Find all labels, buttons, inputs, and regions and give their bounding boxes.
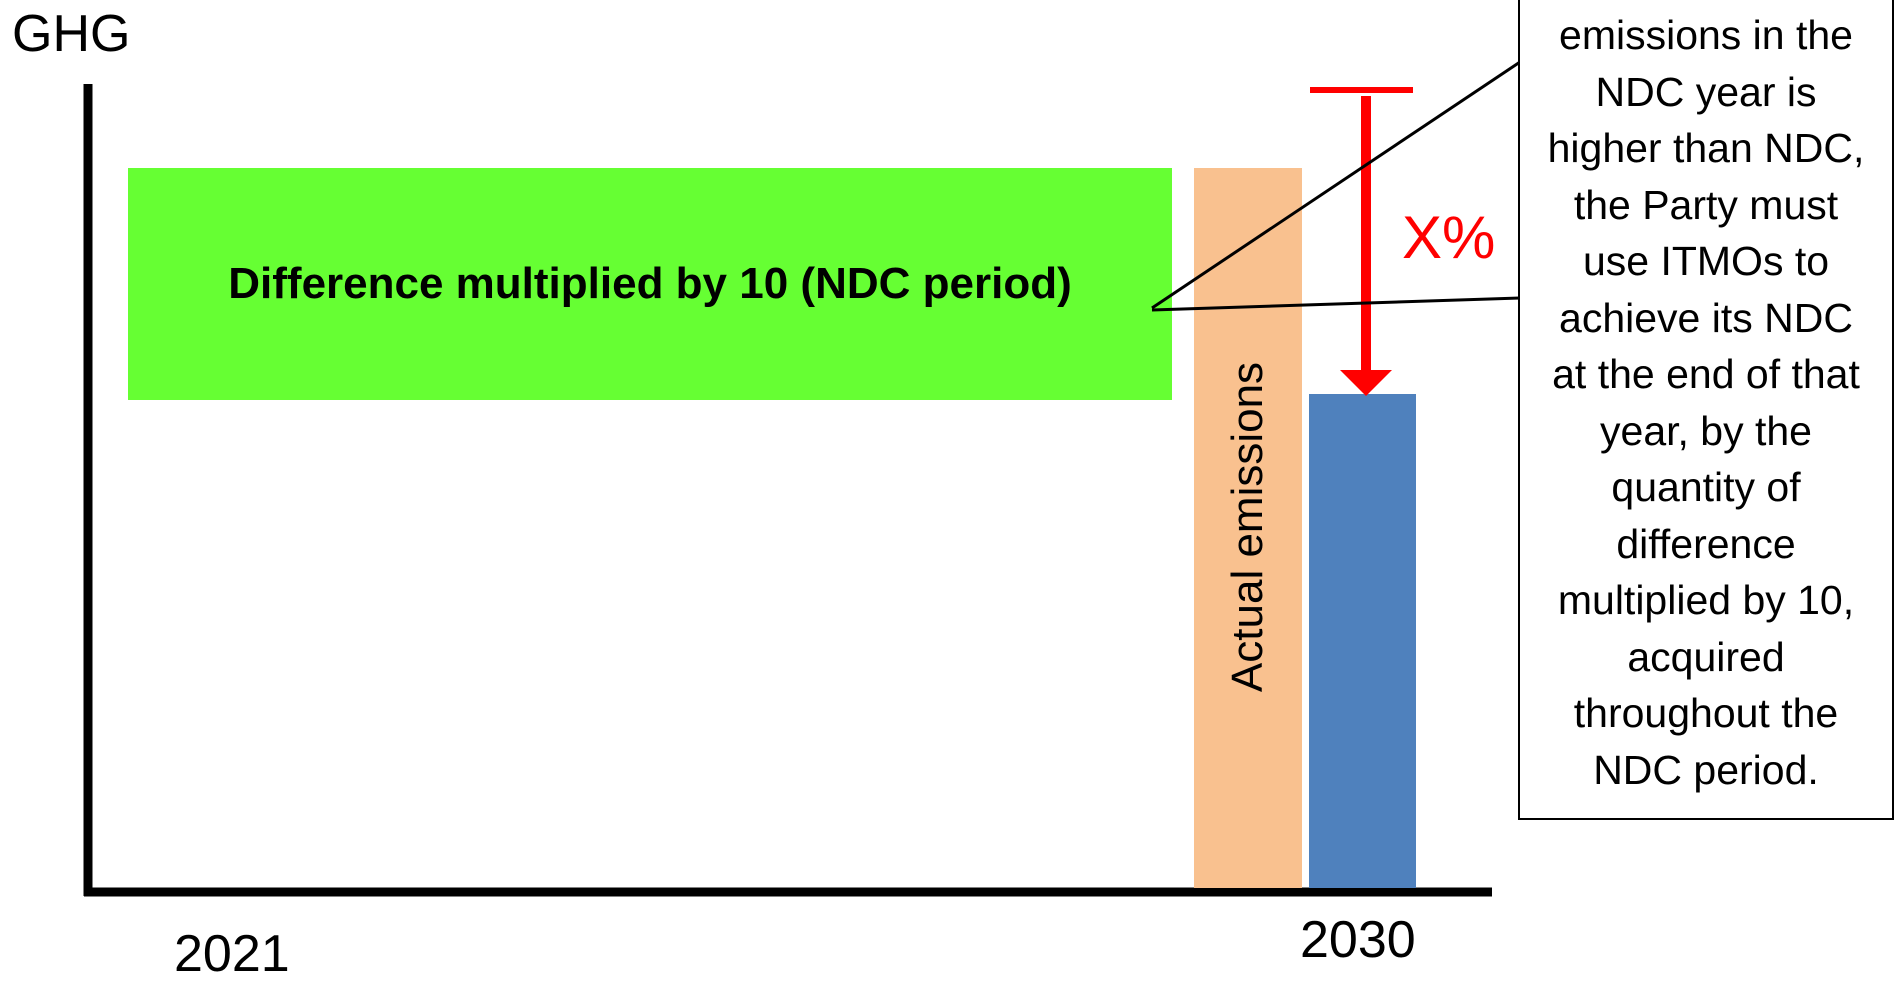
callout-line: year, by the (1600, 407, 1812, 454)
reduction-arrow-head (1340, 370, 1392, 396)
callout-line: throughout the (1573, 690, 1839, 736)
callout-line: emissions in the (1559, 12, 1853, 58)
callout-line: NDC period. (1593, 746, 1819, 793)
x-tick-2030: 2030 (1300, 911, 1416, 969)
callout-pointer-upper (1151, 60, 1521, 310)
callout-text: emissions in the NDC year is higher than… (1548, 7, 1865, 798)
callout-line: higher than NDC, (1547, 125, 1865, 171)
callout-line: NDC year is (1595, 68, 1817, 115)
difference-area (128, 168, 1172, 400)
callout-line: quantity of (1611, 464, 1801, 510)
actual-emissions-label-box: Actual emissions (1194, 168, 1302, 886)
callout-line: difference (1616, 520, 1796, 567)
x-tick-2021: 2021 (174, 925, 290, 983)
difference-area-label: Difference multiplied by 10 (NDC period) (228, 259, 1072, 308)
callout-pointer-lower (1151, 296, 1521, 312)
callout-line: multiplied by 10, (1557, 577, 1855, 623)
y-axis-label: GHG (12, 5, 131, 63)
callout-line: acquired (1627, 633, 1785, 680)
actual-emissions-bar (1194, 168, 1302, 888)
callout-line: at the end of that (1552, 351, 1860, 397)
difference-area-label-box: Difference multiplied by 10 (NDC period) (128, 168, 1172, 400)
ndc-target-bar (1309, 394, 1416, 888)
reduction-percent-label: X% (1402, 204, 1496, 271)
actual-emissions-label: Actual emissions (1223, 361, 1273, 693)
callout-line: achieve its NDC (1559, 294, 1853, 341)
callout-line: the Party must (1573, 181, 1839, 228)
callout-line: use ITMOs to (1582, 238, 1830, 284)
callout-box: emissions in the NDC year is higher than… (1518, 0, 1894, 820)
